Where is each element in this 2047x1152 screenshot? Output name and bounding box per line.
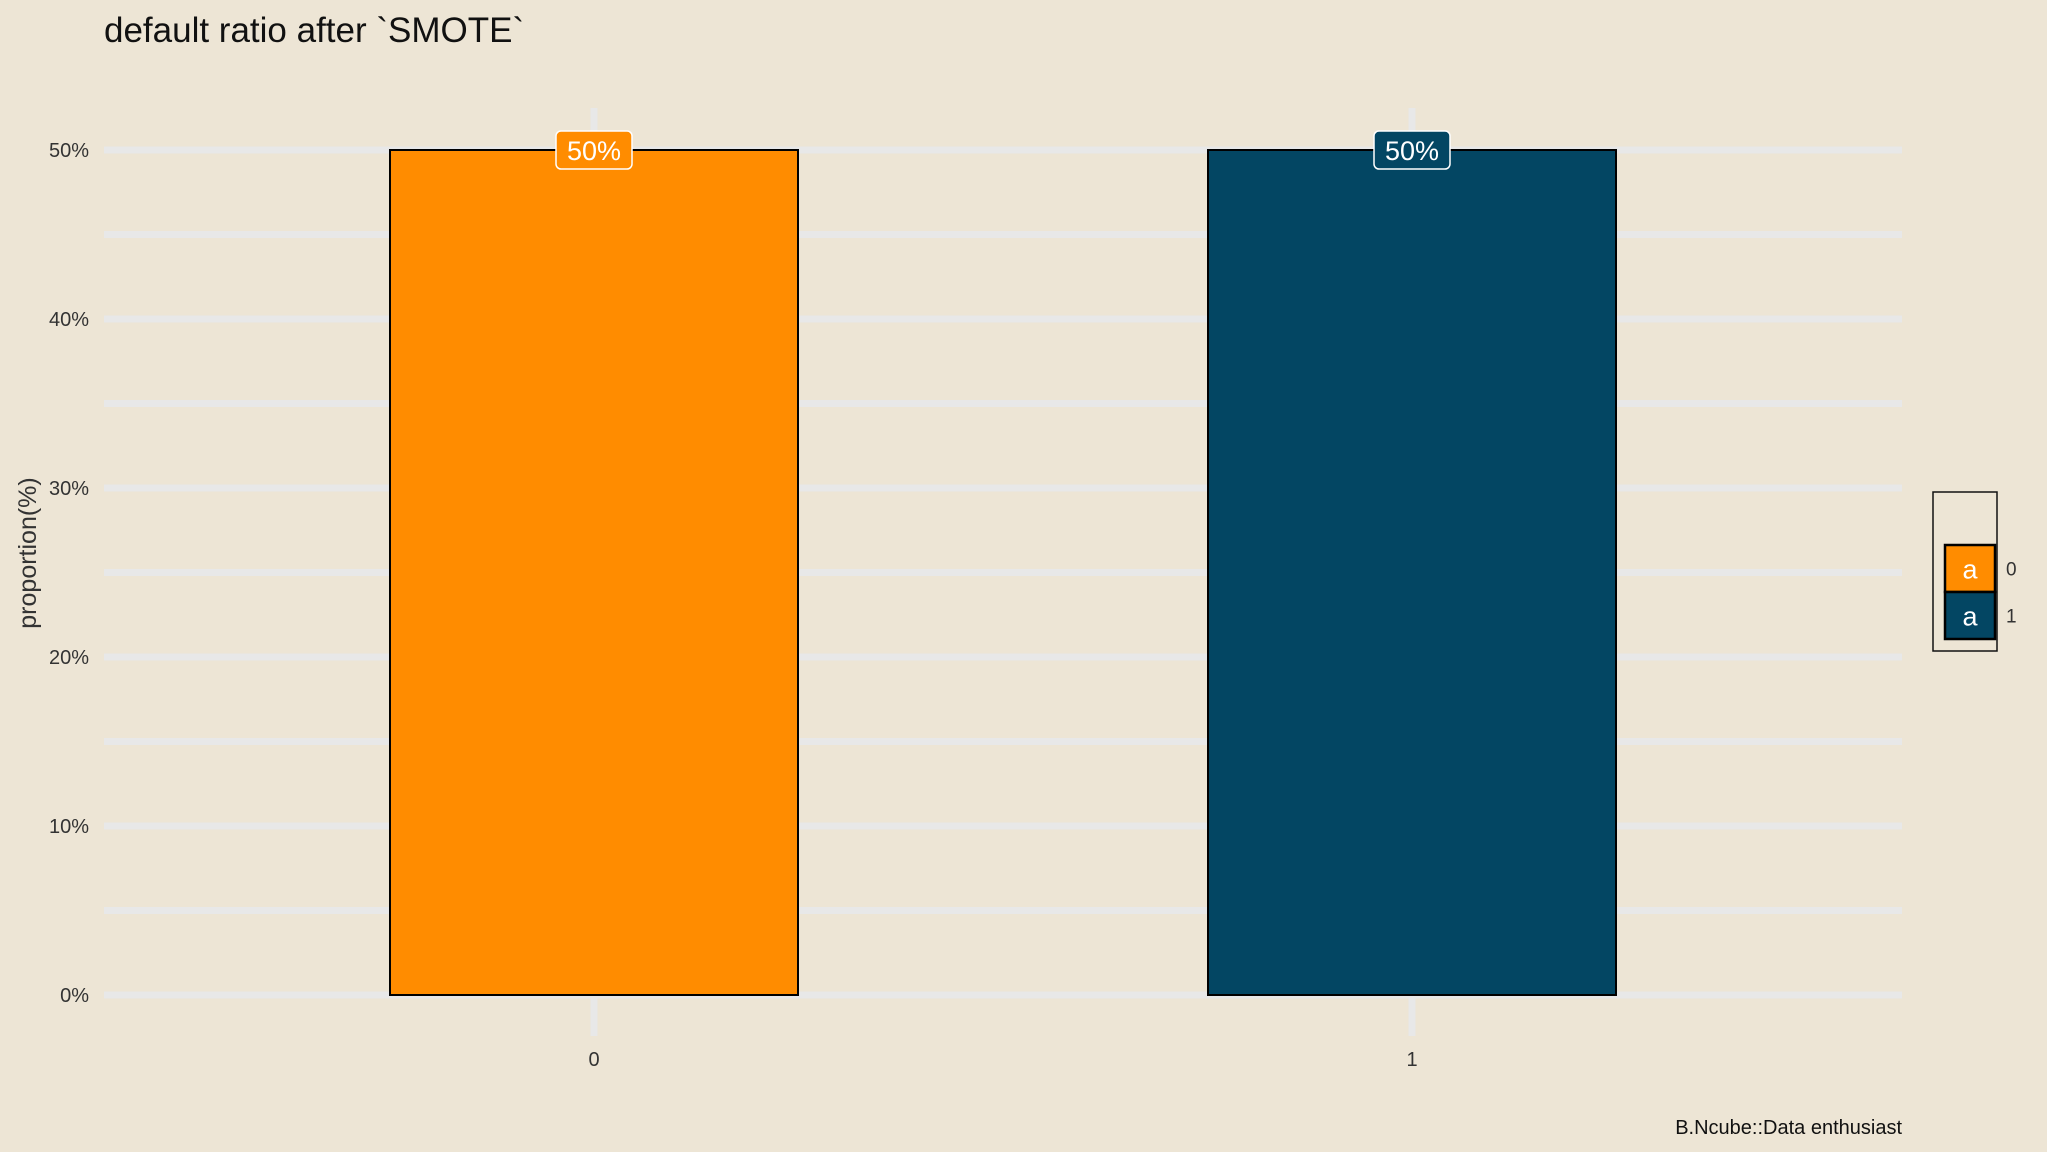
y-tick-label: 50% [49, 140, 89, 162]
legend-key-glyph: a [1962, 602, 1978, 632]
x-tick-label: 1 [1406, 1049, 1417, 1071]
y-tick-label: 30% [49, 478, 89, 500]
data-label-box [555, 130, 633, 170]
y-tick-label: 0% [60, 985, 89, 1007]
chart-caption: B.Ncube::Data enthusiast [1675, 1117, 1902, 1139]
legend-frame [1932, 491, 1998, 652]
y-tick-label: 40% [49, 309, 89, 331]
legend-key [1943, 590, 1997, 641]
data-label: 50% [1385, 136, 1439, 166]
legend-items: a 0 a 1 [1943, 543, 2017, 641]
axis-layer: 0% 10% 20% 30% 40% 50% 0 1 [49, 140, 1418, 1071]
x-tick-label: 0 [588, 1049, 599, 1071]
legend: a 0 a 1 [1932, 491, 2017, 652]
y-tick-label: 10% [49, 816, 89, 838]
bar-layer [389, 149, 1617, 996]
y-tick-label: 20% [49, 647, 89, 669]
grid-layer [104, 108, 1902, 1036]
y-axis-label: proportion(%) [14, 477, 42, 628]
data-label-box [1373, 130, 1451, 170]
bar-0 [389, 149, 799, 996]
data-label-layer: 50% 50% [555, 130, 1451, 170]
data-label: 50% [567, 136, 621, 166]
legend-key-glyph: a [1962, 555, 1978, 585]
legend-label: 0 [2006, 560, 2017, 581]
chart-title: default ratio after `SMOTE` [104, 11, 524, 50]
legend-label: 1 [2006, 607, 2017, 628]
bar-1 [1207, 149, 1617, 996]
legend-key [1943, 543, 1997, 594]
